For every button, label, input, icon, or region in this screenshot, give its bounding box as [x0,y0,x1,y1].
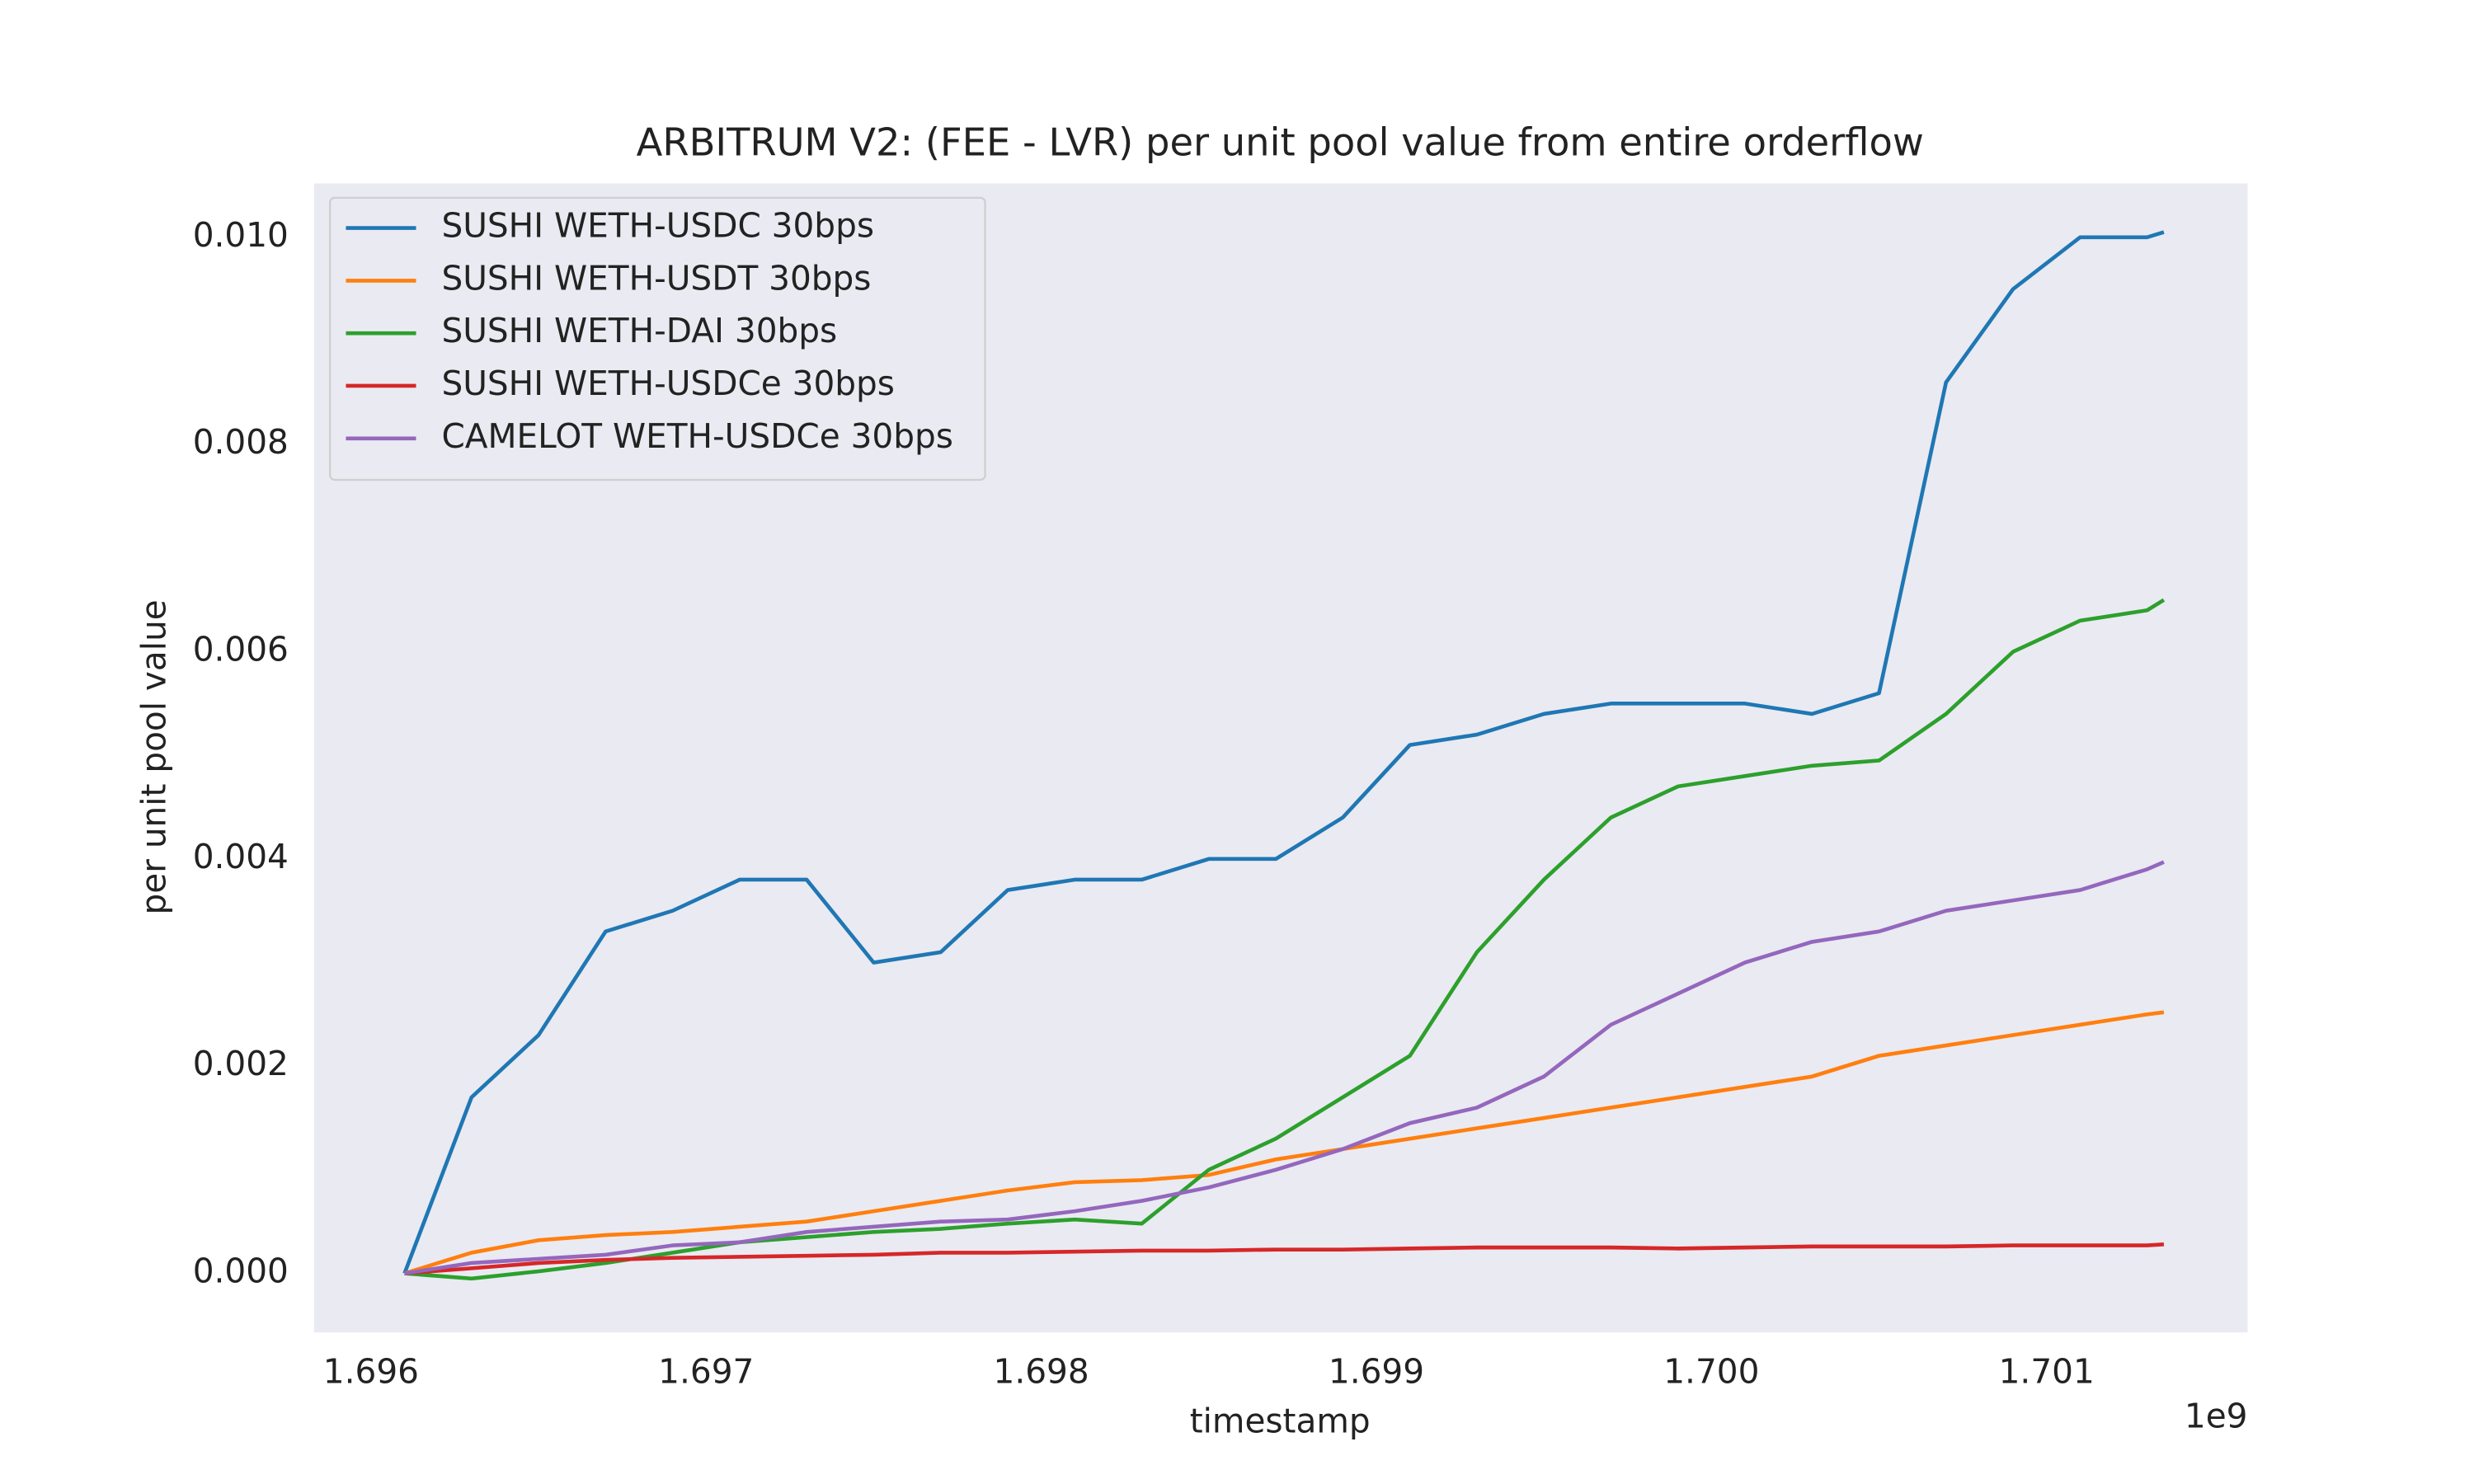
legend-label: SUSHI WETH-DAI 30bps [441,311,837,350]
y-tick-label: 0.002 [193,1044,289,1083]
chart-title: ARBITRUM V2: (FEE - LVR) per unit pool v… [637,120,1924,165]
series-line [403,1010,2165,1275]
x-tick-label: 1.697 [658,1351,754,1391]
legend: SUSHI WETH-USDC 30bps SUSHI WETH-USDT 30b… [328,196,986,481]
y-axis-label: per unit pool value [134,599,173,914]
x-tick-label: 1.699 [1329,1351,1424,1391]
x-axis-label: timestamp [1190,1401,1371,1440]
y-tick-label: 0.006 [193,630,289,669]
x-tick-label: 1.701 [1999,1351,2095,1391]
y-tick-label: 0.008 [193,422,289,462]
legend-label: CAMELOT WETH-USDCe 30bps [441,416,952,456]
legend-label: SUSHI WETH-USDC 30bps [441,206,874,246]
x-tick-label: 1.696 [323,1351,419,1391]
series-line [404,598,2166,1281]
series-line [404,1242,2165,1275]
series-line [404,860,2165,1275]
y-tick-label: 0.010 [193,215,289,255]
legend-label: SUSHI WETH-USDCe 30bps [441,364,894,403]
y-tick-label: 0.000 [193,1252,289,1291]
y-tick-label: 0.004 [193,837,289,876]
legend-box [328,196,986,481]
legend-label: SUSHI WETH-USDT 30bps [441,258,871,298]
x-tick-label: 1.698 [994,1351,1089,1391]
series-line [402,230,2165,1275]
x-offset-label: 1e9 [2185,1397,2248,1436]
x-tick-label: 1.700 [1663,1351,1759,1391]
